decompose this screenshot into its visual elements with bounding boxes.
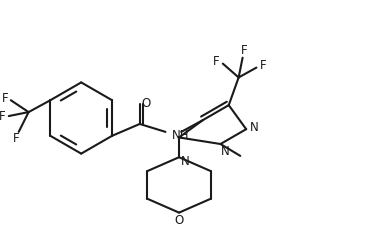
Text: F: F <box>12 132 19 145</box>
Text: F: F <box>241 44 248 57</box>
Text: F: F <box>0 109 5 123</box>
Text: NH: NH <box>171 129 189 142</box>
Text: F: F <box>1 92 8 105</box>
Text: N: N <box>250 121 258 134</box>
Text: N: N <box>221 145 230 158</box>
Text: N: N <box>181 155 189 168</box>
Text: F: F <box>260 59 267 72</box>
Text: O: O <box>141 97 150 110</box>
Text: F: F <box>212 55 219 68</box>
Text: O: O <box>174 214 184 227</box>
